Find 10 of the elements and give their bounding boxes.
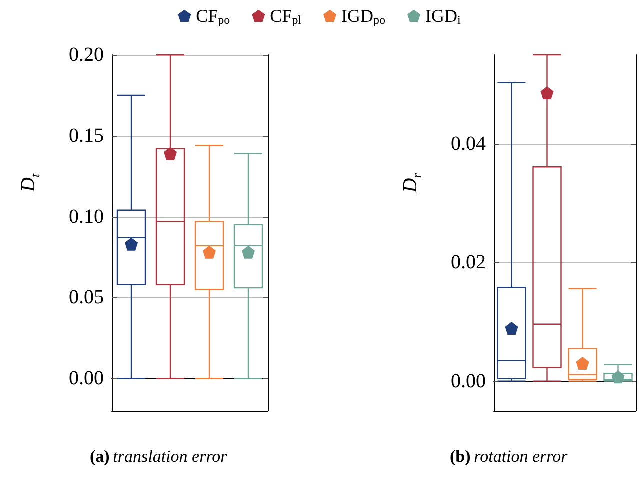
y-tick-label: 0.04 — [451, 133, 486, 155]
y-tick-label: 0.20 — [69, 44, 104, 66]
y-tick-label: 0.05 — [69, 286, 104, 309]
y-tick-label: 0.02 — [451, 252, 486, 274]
y-tick-label: 0.00 — [451, 370, 486, 392]
y-tick-label: 0.10 — [69, 206, 104, 228]
text: (a) translation error — [90, 447, 228, 466]
y-tick-label: 0.00 — [69, 368, 104, 390]
text: (b) rotation error — [450, 447, 568, 466]
y-tick-label: 0.15 — [69, 124, 104, 147]
